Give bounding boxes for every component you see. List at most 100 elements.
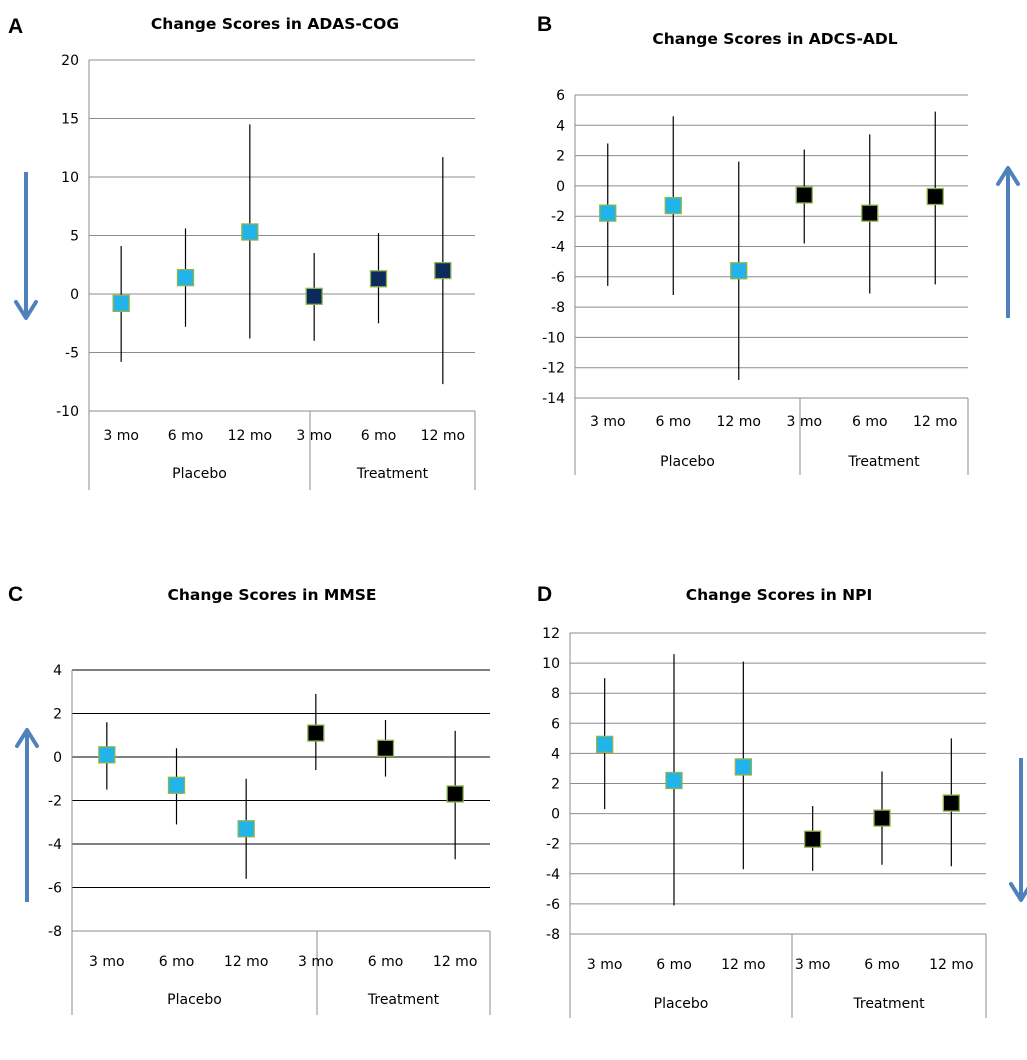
category-label: 12 mo xyxy=(224,954,268,970)
category-label: 6 mo xyxy=(655,414,691,430)
group-label: Placebo xyxy=(654,996,709,1012)
arrow-head-icon xyxy=(15,728,39,748)
group-label: Treatment xyxy=(356,466,429,482)
y-tick-label: -4 xyxy=(546,867,560,883)
data-point xyxy=(98,746,116,764)
y-tick-label: 0 xyxy=(53,750,62,766)
y-tick-label: 5 xyxy=(70,229,79,245)
data-point xyxy=(176,268,195,287)
y-tick-label: 8 xyxy=(551,686,560,702)
data-point xyxy=(237,820,255,838)
y-tick-label: 0 xyxy=(70,287,79,303)
data-point xyxy=(599,204,617,222)
y-tick-label: 0 xyxy=(556,179,565,195)
category-label: 12 mo xyxy=(929,957,973,973)
category-label: 12 mo xyxy=(433,954,477,970)
panel-d-title: Change Scores in NPI xyxy=(686,586,873,604)
y-tick-label: -12 xyxy=(542,361,565,377)
arrow-head-icon xyxy=(1009,882,1027,902)
category-label: 3 mo xyxy=(590,414,626,430)
y-tick-label: 15 xyxy=(61,112,79,128)
y-tick-label: -4 xyxy=(48,837,62,853)
category-label: 3 mo xyxy=(587,957,623,973)
category-label: 6 mo xyxy=(656,957,692,973)
y-tick-label: 12 xyxy=(542,626,560,642)
y-tick-label: -6 xyxy=(551,270,565,286)
y-tick-label: 4 xyxy=(556,118,565,134)
y-tick-label: -10 xyxy=(56,404,79,420)
y-tick-label: -8 xyxy=(48,924,62,940)
y-tick-label: -14 xyxy=(542,391,565,407)
category-label: 12 mo xyxy=(913,414,957,430)
y-tick-label: 2 xyxy=(556,149,565,165)
category-label: 3 mo xyxy=(298,954,334,970)
category-label: 6 mo xyxy=(368,954,404,970)
panel-c-letter: C xyxy=(8,583,23,606)
category-label: 12 mo xyxy=(721,957,765,973)
y-tick-label: 10 xyxy=(61,170,79,186)
y-tick-label: -4 xyxy=(551,240,565,256)
y-tick-label: -2 xyxy=(48,794,62,810)
category-label: 3 mo xyxy=(103,428,139,444)
y-tick-label: 6 xyxy=(551,716,560,732)
y-tick-label: -2 xyxy=(546,837,560,853)
y-tick-label: 0 xyxy=(551,807,560,823)
y-tick-label: 4 xyxy=(53,663,62,679)
data-point xyxy=(307,724,325,742)
group-label: Placebo xyxy=(167,992,222,1008)
category-label: 6 mo xyxy=(852,414,888,430)
data-point xyxy=(241,223,259,241)
category-label: 3 mo xyxy=(795,957,831,973)
category-label: 3 mo xyxy=(89,954,125,970)
data-point xyxy=(795,186,813,204)
y-tick-label: -6 xyxy=(546,897,560,913)
panel-c-title: Change Scores in MMSE xyxy=(167,586,376,604)
y-tick-label: 2 xyxy=(53,707,62,723)
data-point xyxy=(596,735,614,754)
y-tick-label: 4 xyxy=(551,746,560,762)
data-point xyxy=(369,270,388,288)
category-label: 6 mo xyxy=(159,954,195,970)
category-label: 12 mo xyxy=(228,428,272,444)
group-label: Placebo xyxy=(172,466,227,482)
data-point xyxy=(942,794,960,812)
data-point xyxy=(926,187,944,206)
panel-b: B Change Scores in ADCS-ADL -14 -12 -10 -8 -… xyxy=(537,13,1020,475)
data-point xyxy=(873,809,891,827)
panel-a-title: Change Scores in ADAS-COG xyxy=(151,15,399,33)
panel-a-letter: A xyxy=(8,15,23,38)
panel-b-letter: B xyxy=(537,13,552,36)
data-point xyxy=(112,294,130,313)
category-label: 6 mo xyxy=(864,957,900,973)
arrow-head-icon xyxy=(996,166,1020,186)
data-point xyxy=(434,261,452,280)
panel-d: D Change Scores in NPI -8 -6 -4 -2 0 2 4 6 8 10 12… xyxy=(537,583,1027,1018)
y-tick-label: 20 xyxy=(61,53,79,69)
data-point xyxy=(804,830,822,848)
panel-a: A Change Scores in ADAS-COG -10 -5 0 5 10 15 2… xyxy=(8,15,476,490)
group-label: Treatment xyxy=(852,996,925,1012)
y-tick-label: -5 xyxy=(65,346,79,362)
data-point xyxy=(861,204,879,222)
category-label: 12 mo xyxy=(421,428,465,444)
group-label: Treatment xyxy=(367,992,440,1008)
y-tick-label: -2 xyxy=(551,209,565,225)
category-label: 6 mo xyxy=(168,428,204,444)
category-label: 12 mo xyxy=(717,414,761,430)
data-point xyxy=(734,758,752,776)
data-point xyxy=(305,287,323,305)
category-label: 6 mo xyxy=(361,428,397,444)
data-point xyxy=(665,771,683,790)
data-point xyxy=(664,196,682,215)
panel-d-letter: D xyxy=(537,583,552,606)
y-tick-label: -8 xyxy=(551,300,565,316)
y-tick-label: 6 xyxy=(556,88,565,104)
category-label: 3 mo xyxy=(296,428,332,444)
arrow-head-icon xyxy=(14,300,38,320)
data-point xyxy=(446,785,464,803)
data-point xyxy=(376,739,395,757)
y-tick-label: 10 xyxy=(542,656,560,672)
category-label: 3 mo xyxy=(786,414,822,430)
y-tick-label: -6 xyxy=(48,881,62,897)
